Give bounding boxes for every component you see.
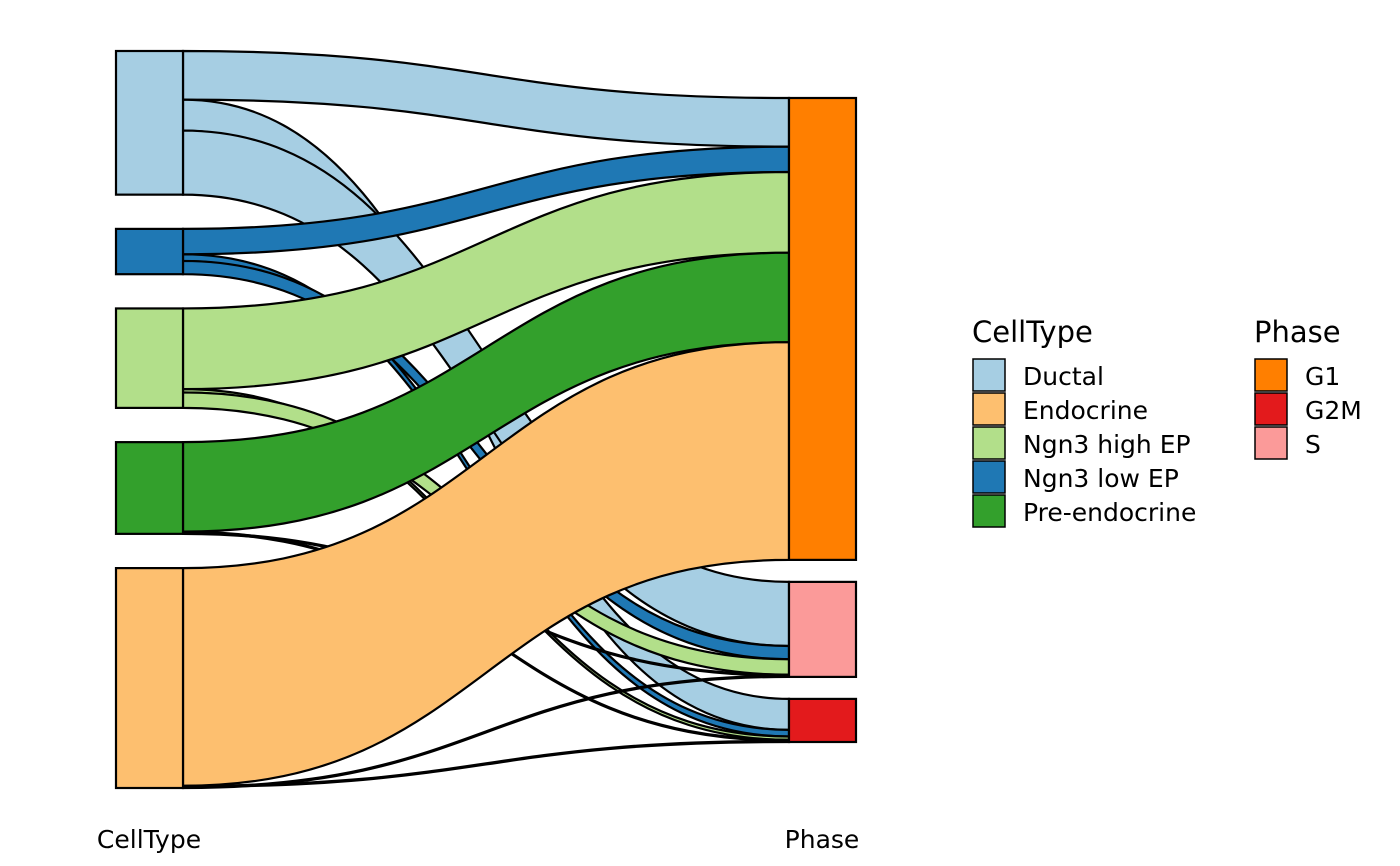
node-celltype-endocrine bbox=[114, 567, 185, 790]
axis-label-celltype: CellType bbox=[97, 825, 201, 854]
legend-celltype-swatch-ngn3-low-ep bbox=[972, 460, 1006, 494]
legend-celltype: CellType Ductal Endocrine Ngn3 high EP Ngn3… bbox=[972, 315, 1196, 528]
legend-celltype-label-pre-endocrine: Pre-endocrine bbox=[1023, 498, 1196, 527]
legend-celltype-label-endocrine: Endocrine bbox=[1023, 396, 1148, 425]
node-phase-g1 bbox=[787, 96, 858, 561]
legend-phase-label-g1: G1 bbox=[1305, 362, 1340, 391]
legend-celltype-swatch-pre-endocrine bbox=[972, 494, 1006, 528]
legend-celltype-swatch-endocrine bbox=[972, 392, 1006, 426]
legend-phase-swatch-g1 bbox=[1254, 358, 1288, 392]
flows-layer bbox=[181, 49, 791, 790]
node-celltype-ngn3-low-ep bbox=[114, 227, 185, 276]
node-celltype-ngn3-high-ep bbox=[114, 307, 185, 409]
node-celltype-ductal bbox=[114, 49, 185, 196]
node-phase-s bbox=[787, 580, 858, 679]
legend-phase: Phase G1 G2M S bbox=[1254, 315, 1362, 460]
legend-phase-swatch-g2m bbox=[1254, 392, 1288, 426]
node-phase-g2m bbox=[787, 697, 858, 744]
legend-celltype-swatch-ductal bbox=[972, 358, 1006, 392]
axis-label-phase: Phase bbox=[785, 825, 860, 854]
node-celltype-pre-endocrine bbox=[114, 441, 185, 535]
legend-phase-label-s: S bbox=[1305, 430, 1321, 459]
legend-celltype-label-ngn3-high-ep: Ngn3 high EP bbox=[1023, 430, 1191, 459]
legend-title-phase: Phase bbox=[1254, 315, 1341, 349]
legend-title-celltype: CellType bbox=[972, 315, 1093, 349]
legend-celltype-swatch-ngn3-high-ep bbox=[972, 426, 1006, 460]
legend-phase-swatch-s bbox=[1254, 426, 1288, 460]
legend-celltype-label-ngn3-low-ep: Ngn3 low EP bbox=[1023, 464, 1179, 493]
nodes-layer bbox=[114, 49, 858, 790]
legend-phase-label-g2m: G2M bbox=[1305, 396, 1362, 425]
legend-celltype-label-ductal: Ductal bbox=[1023, 362, 1104, 391]
